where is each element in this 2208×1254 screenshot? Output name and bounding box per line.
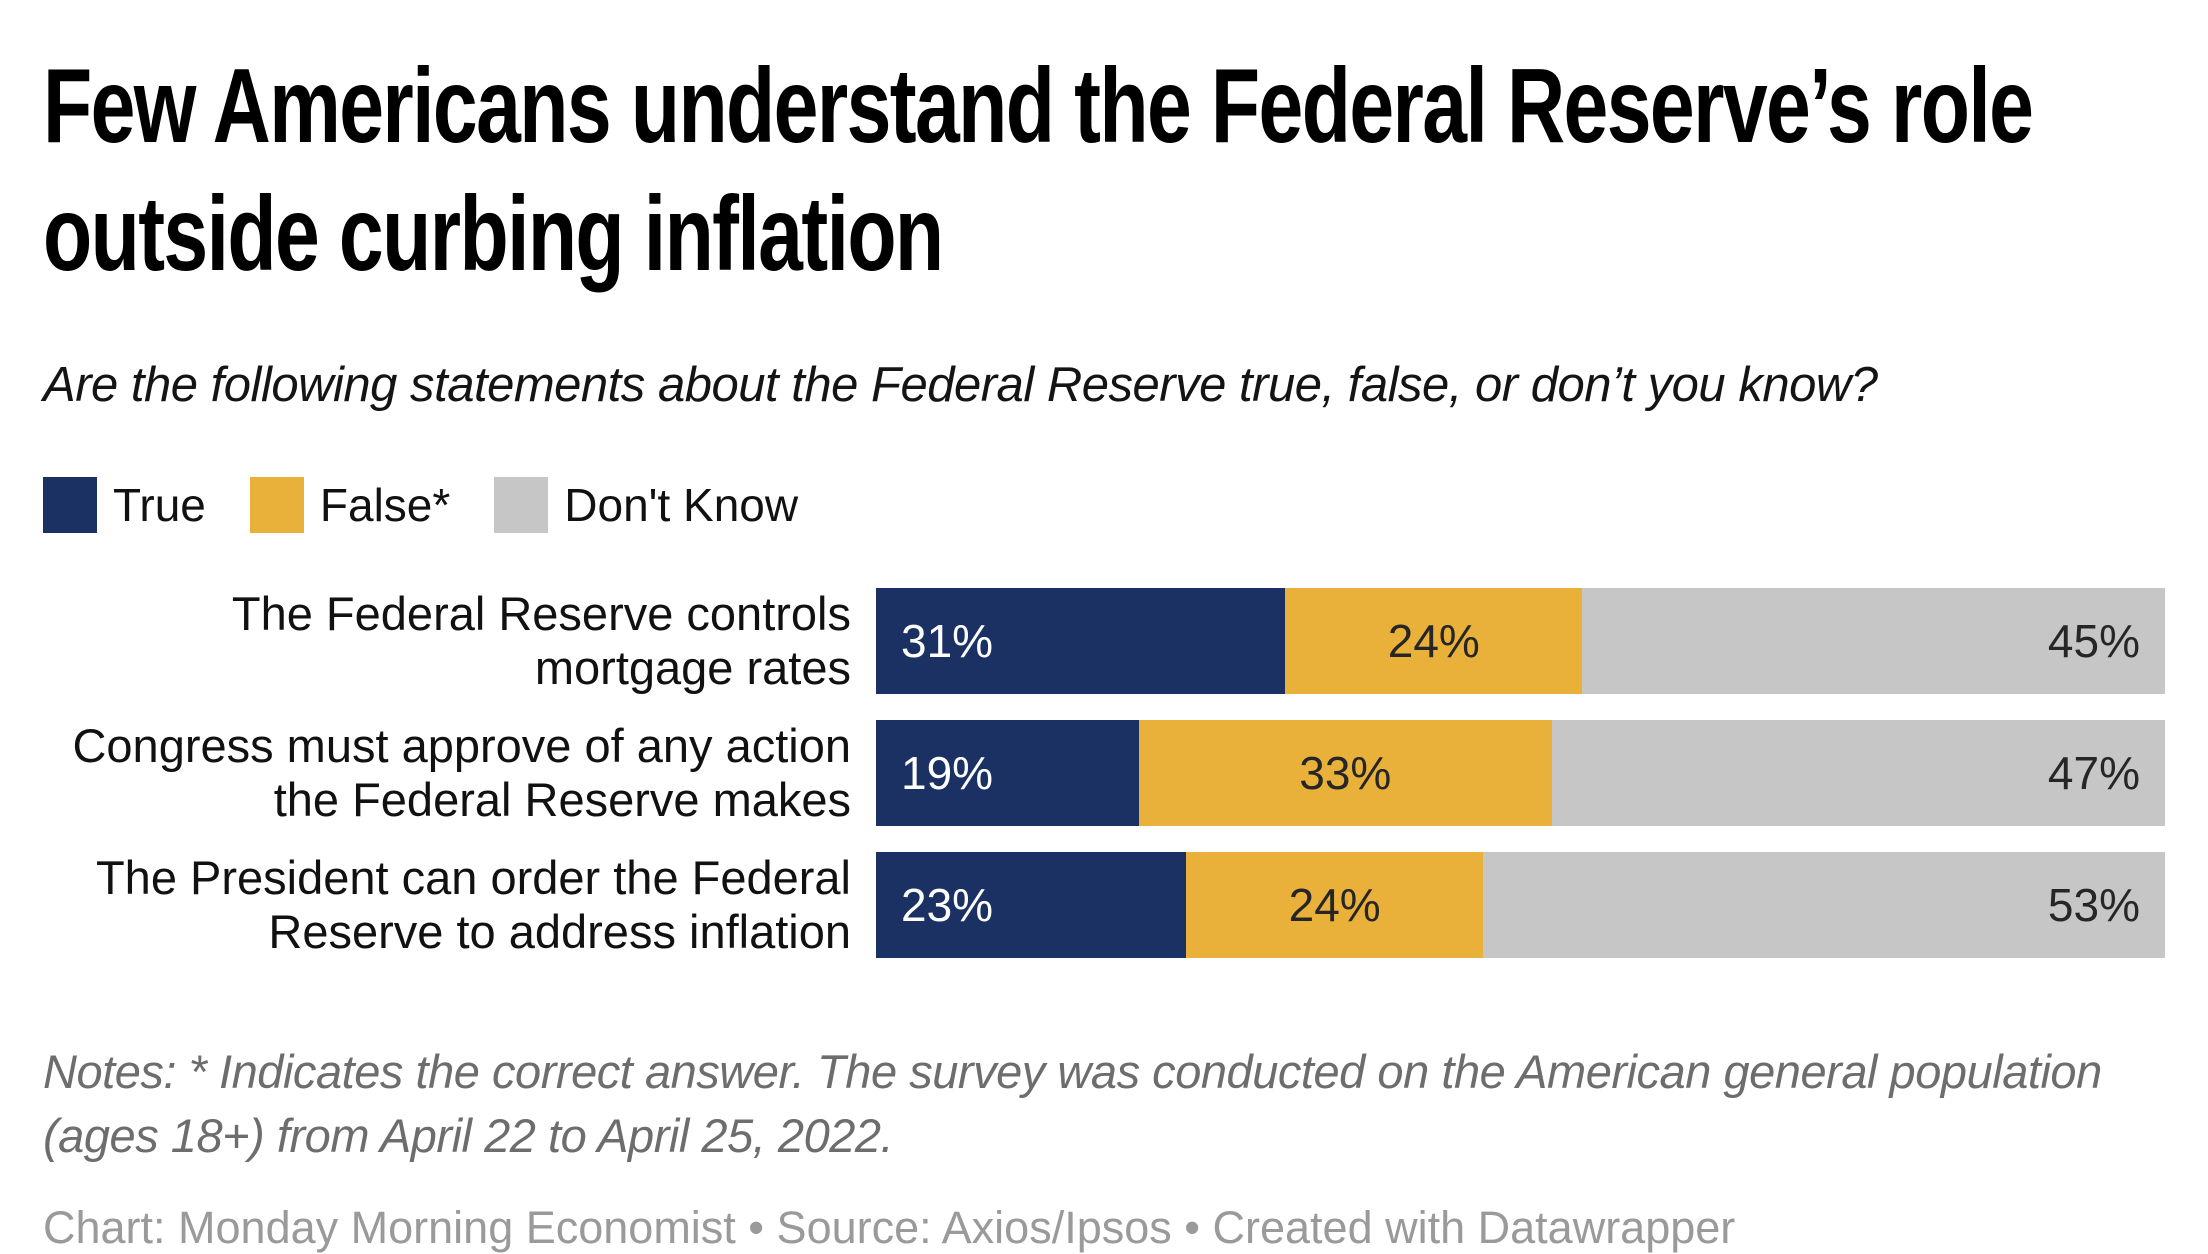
legend-item-2: False* bbox=[249, 476, 451, 533]
legend-label: True bbox=[113, 478, 206, 531]
bar-track: 19% 33% 47% bbox=[876, 719, 2165, 826]
bar-row: The President can order the Federal Rese… bbox=[43, 850, 2165, 958]
legend-label: False* bbox=[319, 478, 451, 531]
bar-segment-don-t-know: 45% bbox=[1582, 587, 2165, 694]
legend: True False* Don't Know bbox=[43, 476, 2165, 533]
legend-item-1: True bbox=[43, 476, 206, 533]
chart-notes: Notes: * Indicates the correct answer. T… bbox=[43, 1044, 2102, 1162]
legend-swatch-icon bbox=[43, 476, 97, 533]
chart-subtitle: Are the following statements about the F… bbox=[43, 357, 1878, 412]
bar-segment-true: 23% bbox=[876, 851, 1186, 958]
bar-segment-false: 33% bbox=[1138, 719, 1552, 826]
legend-swatch-icon bbox=[494, 476, 549, 533]
bar-segment-don-t-know: 47% bbox=[1551, 719, 2165, 826]
chart-title-line-1: Few Americans understand the Federal Res… bbox=[43, 47, 2034, 165]
bar-segment-false: 24% bbox=[1285, 587, 1583, 694]
row-label: Congress must approve of any action the … bbox=[72, 718, 851, 826]
chart-title: Few Americans understand the Federal Res… bbox=[43, 42, 2165, 299]
bar-row: Congress must approve of any action the … bbox=[43, 718, 2165, 826]
bar-segment-false: 24% bbox=[1185, 851, 1484, 958]
legend-item-3: Don't Know bbox=[494, 476, 799, 533]
row-label: The President can order the Federal Rese… bbox=[95, 850, 851, 958]
bar-segment-true: 19% bbox=[876, 719, 1139, 826]
legend-label: Don't Know bbox=[564, 478, 799, 531]
bar-chart: The Federal Reserve controls mortgage ra… bbox=[43, 586, 2165, 958]
chart-source-line: Chart: Monday Morning Economist • Source… bbox=[43, 1202, 1736, 1254]
bar-track: 31% 24% 45% bbox=[876, 587, 2165, 694]
bar-row: The Federal Reserve controls mortgage ra… bbox=[43, 586, 2165, 694]
row-label: The Federal Reserve controls mortgage ra… bbox=[231, 586, 851, 694]
chart-container: Few Americans understand the Federal Res… bbox=[0, 42, 2208, 1254]
chart-title-line-2: outside curbing inflation bbox=[43, 175, 944, 294]
bar-segment-don-t-know: 53% bbox=[1483, 851, 2165, 958]
bar-segment-true: 31% bbox=[876, 587, 1286, 694]
bar-track: 23% 24% 53% bbox=[876, 851, 2165, 958]
legend-swatch-icon bbox=[249, 476, 304, 533]
